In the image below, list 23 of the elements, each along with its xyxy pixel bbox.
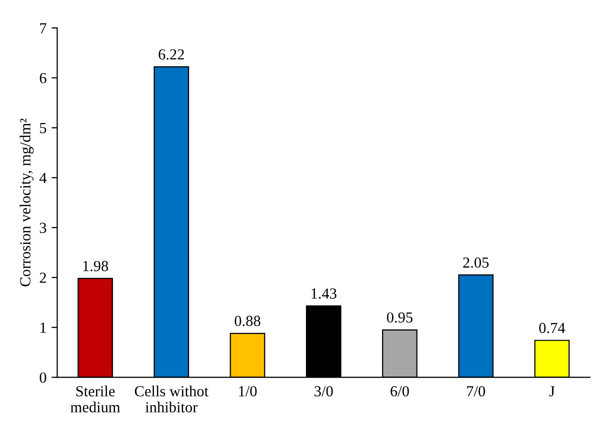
y-tick-label: 0 bbox=[40, 372, 46, 383]
y-tick-label: 7 bbox=[40, 23, 46, 34]
data-label: 0.95 bbox=[386, 312, 413, 323]
x-tick-label: 6/0 bbox=[390, 386, 409, 396]
y-tick-label: 5 bbox=[40, 123, 46, 134]
y-tick-label: 1 bbox=[40, 322, 46, 333]
y-tick-label: 4 bbox=[39, 172, 47, 183]
data-label: 6.22 bbox=[158, 49, 184, 60]
y-axis-title: Corrosion velocity, mg/dm² bbox=[20, 118, 34, 286]
x-tick-label: 1/0 bbox=[239, 386, 257, 396]
x-tick-label: 3/0 bbox=[314, 386, 333, 396]
x-tick-label: Sterile medium bbox=[70, 386, 120, 412]
data-label: 1.43 bbox=[312, 288, 336, 299]
data-label: 0.88 bbox=[234, 316, 260, 326]
data-label: 2.05 bbox=[463, 257, 489, 268]
x-tick-label: Cells withot inhibitor bbox=[134, 386, 208, 412]
y-tick-label: 3 bbox=[40, 222, 46, 234]
y-tick-label: 2 bbox=[40, 272, 46, 283]
x-tick-label: J bbox=[549, 386, 555, 396]
data-label: 1.98 bbox=[83, 260, 108, 272]
x-tick-label: 7/0 bbox=[467, 386, 486, 396]
data-label: 0.74 bbox=[539, 322, 566, 334]
y-tick-label: 6 bbox=[40, 73, 46, 84]
